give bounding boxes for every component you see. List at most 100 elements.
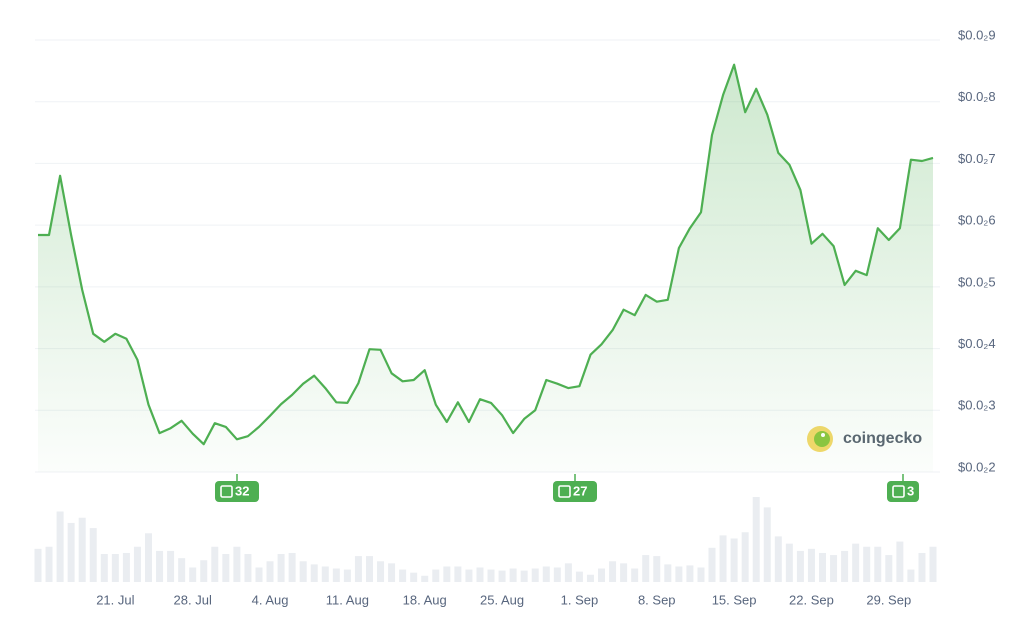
volume-bar — [233, 546, 241, 582]
volume-bar — [553, 567, 561, 582]
volume-bar — [454, 566, 462, 582]
news-icon — [892, 485, 905, 498]
volume-bar — [675, 566, 683, 582]
volume-bar — [200, 560, 208, 582]
volume-bar — [167, 550, 175, 582]
volume-bar — [885, 555, 893, 582]
volume-bar — [807, 548, 815, 582]
y-tick-label: $0.0₂4 — [958, 336, 996, 351]
y-tick-label: $0.0₂2 — [958, 459, 996, 474]
y-tick-label: $0.0₂5 — [958, 274, 996, 289]
volume-bar — [266, 561, 274, 582]
volume-bar — [365, 556, 373, 582]
volume-bar — [45, 546, 53, 582]
x-tick-label: 28. Jul — [174, 592, 212, 607]
volume-bar — [863, 546, 871, 582]
volume-bar — [896, 541, 904, 582]
x-tick-label: 21. Jul — [96, 592, 134, 607]
volume-bar — [178, 558, 186, 582]
news-count: 3 — [907, 483, 914, 498]
volume-bar — [609, 561, 617, 582]
x-tick-label: 1. Sep — [561, 592, 599, 607]
volume-bar — [774, 536, 782, 582]
volume-bar — [332, 568, 340, 582]
volume-bar — [377, 561, 385, 582]
volume-bar — [34, 548, 42, 582]
x-tick-label: 8. Sep — [638, 592, 676, 607]
volume-bar — [796, 550, 804, 582]
volume-bar — [56, 511, 64, 582]
volume-bar — [122, 552, 130, 582]
volume-bar — [830, 555, 838, 582]
volume-bar — [100, 554, 108, 582]
volume-bar — [443, 566, 451, 582]
volume-bar — [509, 568, 517, 582]
volume-bar — [211, 546, 219, 582]
volume-bar — [255, 567, 263, 582]
volume-bar — [741, 532, 749, 582]
volume-bar — [841, 550, 849, 582]
news-icon — [558, 485, 571, 498]
volume-bar — [564, 563, 572, 582]
volume-bar — [586, 574, 594, 582]
y-tick-label: $0.0₂8 — [958, 89, 996, 104]
y-tick-label: $0.0₂7 — [958, 151, 996, 166]
news-count: 27 — [573, 483, 587, 498]
volume-bar — [421, 575, 429, 582]
volume-bar — [708, 547, 716, 582]
volume-bar — [156, 550, 164, 582]
price-line — [38, 63, 934, 446]
volume-bar — [631, 568, 639, 582]
x-tick-label: 25. Aug — [480, 592, 524, 607]
volume-bar — [388, 563, 396, 582]
x-tick-label: 18. Aug — [403, 592, 447, 607]
volume-bar — [189, 567, 197, 582]
area — [38, 64, 933, 472]
volume-bar — [277, 554, 285, 582]
volume-bar — [763, 507, 771, 582]
volume-bar — [785, 543, 793, 582]
volume-bar — [542, 566, 550, 582]
volume-bar — [653, 556, 661, 582]
volume-bar — [354, 556, 362, 582]
news-marker: 3 — [887, 474, 919, 502]
y-tick-label: $0.0₂9 — [958, 27, 996, 42]
volume-bar — [686, 565, 694, 582]
volume-bar — [310, 564, 318, 582]
news-marker: 27 — [553, 474, 597, 502]
volume-bar — [399, 569, 407, 582]
volume-bar — [343, 569, 351, 582]
volume-bar — [819, 552, 827, 582]
volume-bar — [620, 563, 628, 582]
volume-bar — [752, 497, 760, 582]
volume-bar — [664, 564, 672, 582]
volume-bar — [133, 546, 141, 582]
volume-bar — [476, 567, 484, 582]
volume-bar — [697, 567, 705, 582]
volume-bar — [575, 571, 583, 582]
volume-bar — [67, 522, 75, 582]
volume-bar — [465, 569, 473, 582]
volume-bar — [299, 561, 307, 582]
volume-bar — [852, 543, 860, 582]
volume-bar — [874, 546, 882, 582]
volume-bar — [730, 538, 738, 582]
x-tick-label: 4. Aug — [252, 592, 289, 607]
volume-bar — [498, 570, 506, 582]
y-tick-label: $0.0₂6 — [958, 213, 996, 228]
volume-bar — [288, 552, 296, 582]
x-tick-label: 29. Sep — [866, 592, 911, 607]
volume-bar — [244, 554, 252, 582]
news-marker: 32 — [215, 474, 259, 502]
volume-bar — [111, 554, 119, 582]
volume-bar — [222, 554, 230, 582]
volume-bar — [410, 572, 418, 582]
volume-bar — [144, 533, 152, 582]
volume-bar — [642, 555, 650, 582]
volume-bar — [89, 528, 97, 582]
volume-bar — [598, 568, 606, 582]
volume-bar — [907, 569, 915, 582]
x-tick-label: 15. Sep — [712, 592, 757, 607]
